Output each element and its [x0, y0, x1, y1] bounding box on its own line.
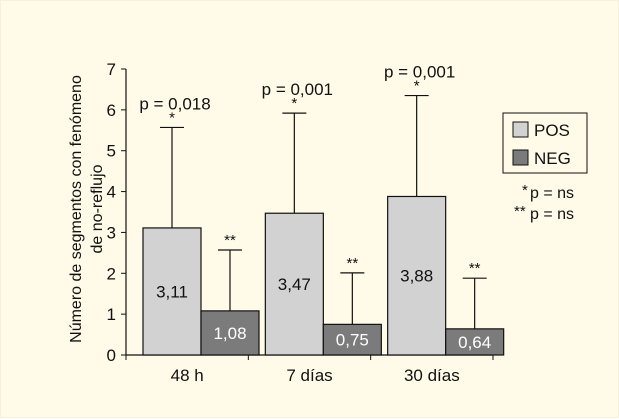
x-tick-label: 30 días: [404, 366, 460, 385]
axes: 0 1 2 3 4 5 6 7 48 h 7 días 30 días: [107, 60, 494, 385]
data-label: 0,75: [336, 331, 369, 350]
bar-neg: [200, 310, 260, 356]
x-tick-label: 48 h: [171, 366, 204, 385]
significance-marker: **: [346, 255, 358, 272]
significance-marker: *: [414, 78, 420, 95]
y-tick-label: 3: [107, 223, 116, 242]
note-text-2: p = ns: [530, 206, 574, 223]
x-tick-label: 7 días: [286, 366, 332, 385]
bar-pos: [142, 227, 202, 356]
y-tick-label: 6: [107, 101, 116, 120]
data-label: 3,47: [278, 275, 311, 294]
bar-pos: [387, 195, 447, 356]
y-tick-label: 2: [107, 264, 116, 283]
significance-notes: * p = ns ** p = ns: [514, 182, 574, 223]
y-tick-label: 7: [107, 60, 116, 79]
data-label: 1,08: [213, 324, 246, 343]
y-tick-label: 4: [107, 183, 116, 202]
bar-neg: [445, 328, 505, 356]
p-value-label: p = 0,018: [139, 94, 210, 113]
legend-box: [502, 112, 588, 174]
legend-swatch-pos: [512, 121, 529, 138]
p-value-label: p = 0,001: [384, 63, 455, 82]
data-label: 3,88: [400, 267, 433, 286]
data-label: 3,11: [156, 282, 188, 301]
legend-swatch-neg: [512, 149, 529, 166]
y-tick-label: 1: [107, 305, 116, 324]
legend-label-neg: NEG: [534, 149, 571, 168]
bar-neg: [322, 323, 382, 356]
y-axis-label-line1: Número de segmentos con fenómeno: [68, 75, 85, 343]
significance-marker: **: [224, 232, 236, 249]
p-value-label: p = 0,001: [262, 80, 333, 99]
legend-label-pos: POS: [534, 121, 570, 140]
y-tick-label: 0: [107, 346, 116, 365]
note-marker-2: **: [514, 203, 526, 220]
y-tick-label: 5: [107, 142, 116, 161]
significance-marker: **: [469, 260, 481, 277]
note-text-1: p = ns: [530, 185, 574, 202]
significance-marker: *: [169, 109, 175, 126]
note-marker-1: *: [522, 182, 528, 199]
y-axis-label-line2: de no-reflujo: [89, 164, 106, 253]
bar-pos: [264, 212, 324, 356]
significance-marker: *: [291, 95, 297, 112]
data-label: 0,64: [458, 333, 491, 352]
legend: POS NEG: [502, 112, 588, 174]
bars-group: 3,11 * 1,08 ** p = 0,018 3,47 * 0,75 ** p = 0,001…: [139, 63, 505, 356]
